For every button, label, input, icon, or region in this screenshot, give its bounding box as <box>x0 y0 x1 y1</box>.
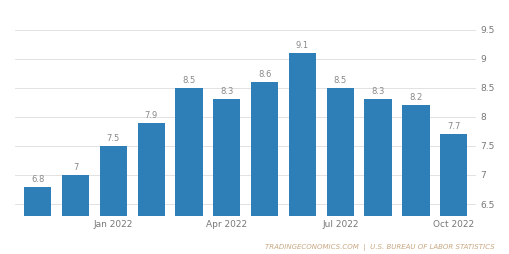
Bar <box>24 187 51 254</box>
Text: 7.7: 7.7 <box>446 122 460 131</box>
Text: 9.1: 9.1 <box>295 41 308 50</box>
Bar <box>364 99 391 254</box>
Bar <box>175 88 202 254</box>
Text: 8.5: 8.5 <box>182 76 195 85</box>
Text: 8.3: 8.3 <box>220 87 233 97</box>
Text: TRADINGECONOMICS.COM  |  U.S. BUREAU OF LABOR STATISTICS: TRADINGECONOMICS.COM | U.S. BUREAU OF LA… <box>265 244 494 251</box>
Bar <box>326 88 353 254</box>
Bar <box>250 82 278 254</box>
Bar <box>402 105 429 254</box>
Bar <box>439 134 466 254</box>
Bar <box>288 53 316 254</box>
Bar <box>62 175 89 254</box>
Text: 6.8: 6.8 <box>31 175 44 184</box>
Text: 7: 7 <box>73 163 78 172</box>
Text: 7.9: 7.9 <box>144 111 157 120</box>
Bar <box>137 123 164 254</box>
Text: 7.5: 7.5 <box>106 134 120 143</box>
Text: 8.6: 8.6 <box>258 70 271 79</box>
Text: 8.2: 8.2 <box>409 93 422 102</box>
Bar <box>213 99 240 254</box>
Bar <box>100 146 127 254</box>
Text: 8.5: 8.5 <box>333 76 346 85</box>
Text: 8.3: 8.3 <box>371 87 384 97</box>
